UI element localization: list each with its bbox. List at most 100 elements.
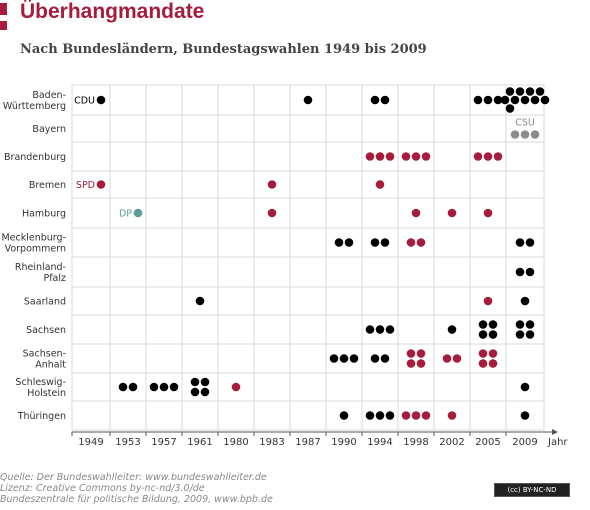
y-tick-label: Bayern xyxy=(32,124,66,135)
y-tick-label: Pfalz xyxy=(43,273,66,284)
mandate-dot xyxy=(510,130,520,139)
mandate-dot xyxy=(344,238,354,247)
y-tick-label: Baden- xyxy=(32,90,66,101)
mandate-dot xyxy=(190,377,200,387)
mandate-dot xyxy=(447,411,457,420)
mandate-dot xyxy=(118,382,128,392)
mandate-dot xyxy=(515,330,525,339)
mandate-dot xyxy=(500,95,510,105)
mandate-dot xyxy=(488,359,498,368)
mandate-dot xyxy=(452,354,462,363)
mandate-dot xyxy=(128,382,138,392)
mandate-dot xyxy=(406,349,416,358)
mandate-dot xyxy=(385,152,395,161)
x-tick-label: 1983 xyxy=(259,437,284,448)
mandate-dot xyxy=(535,87,545,96)
mandate-dot xyxy=(411,411,421,420)
mandate-dot xyxy=(96,180,106,189)
party-label: SPD xyxy=(76,180,95,191)
mandate-dot xyxy=(406,359,416,368)
source-line: Quelle: Der Bundeswahlleiter: www.bundes… xyxy=(0,472,267,483)
cc-license-badge: (cc) BY-NC-ND xyxy=(494,483,570,497)
mandate-dot xyxy=(411,152,421,161)
mandate-dot xyxy=(370,238,380,247)
mandate-dot xyxy=(493,95,503,105)
x-tick-label: 2009 xyxy=(512,437,537,448)
mandate-dot xyxy=(416,359,426,368)
mandate-dot xyxy=(375,152,385,161)
mandate-dot xyxy=(339,354,349,363)
subtitle-accent-bar xyxy=(0,21,7,30)
mandate-dot xyxy=(520,296,530,306)
mandate-dot xyxy=(515,238,525,247)
mandate-dot xyxy=(447,325,457,334)
mandate-dot xyxy=(515,87,525,96)
x-tick-label: 1953 xyxy=(115,437,140,448)
y-tick-label: Württemberg xyxy=(3,101,66,112)
mandate-dot xyxy=(133,208,143,218)
mandate-dot xyxy=(530,95,540,105)
mandate-dot xyxy=(380,238,390,247)
mandate-dot xyxy=(149,382,159,392)
mandate-dot xyxy=(478,349,488,358)
x-tick-label: 2002 xyxy=(439,437,464,448)
mandate-dot xyxy=(169,382,179,392)
mandate-dot xyxy=(370,95,380,105)
y-tick-label: Schleswig- xyxy=(15,377,66,388)
mandate-dot xyxy=(505,87,515,96)
mandate-dot xyxy=(473,152,483,161)
y-tick-label: Anhalt xyxy=(35,360,66,371)
mandate-dot xyxy=(515,320,525,329)
mandate-dot xyxy=(520,95,530,105)
mandate-dot xyxy=(190,387,200,397)
mandate-dot xyxy=(525,267,535,277)
mandate-dot xyxy=(488,330,498,339)
mandate-dot xyxy=(493,152,503,161)
x-tick-label: 1949 xyxy=(78,437,103,448)
mandate-dot xyxy=(380,354,390,363)
chart-subtitle: Nach Bundesländern, Bundestagswahlen 194… xyxy=(20,42,427,57)
mandate-dot xyxy=(447,208,457,218)
mandate-dot xyxy=(483,152,493,161)
mandate-dot xyxy=(159,382,169,392)
x-tick-label: 1998 xyxy=(403,437,428,448)
mandate-dot xyxy=(339,411,349,420)
mandate-dot xyxy=(406,238,416,247)
mandate-dot xyxy=(401,411,411,420)
mandate-dot xyxy=(488,349,498,358)
chart-title: Überhangmandate xyxy=(20,0,205,23)
party-label: CDU xyxy=(74,96,95,107)
mandate-dot xyxy=(416,349,426,358)
mandate-dot xyxy=(267,208,277,218)
x-tick-label: 1987 xyxy=(295,437,320,448)
mandate-dot xyxy=(231,382,241,392)
mandate-dot xyxy=(525,330,535,339)
mandate-dot xyxy=(380,95,390,105)
mandate-dot xyxy=(385,411,395,420)
x-axis-title: Jahr xyxy=(547,437,568,448)
y-tick-label: Sachsen- xyxy=(23,349,66,360)
mandate-dot xyxy=(525,320,535,329)
mandate-dot xyxy=(520,382,530,392)
x-tick-label: 2005 xyxy=(475,437,500,448)
mandate-dot xyxy=(478,330,488,339)
mandate-dot xyxy=(96,95,106,105)
x-axis-arrow xyxy=(552,429,558,435)
source-footer: Quelle: Der Bundeswahlleiter: www.bundes… xyxy=(0,472,273,505)
mandate-dot xyxy=(520,130,530,139)
mandate-dot xyxy=(303,95,313,105)
mandate-dot xyxy=(200,387,210,397)
y-tick-label: Thüringen xyxy=(17,411,66,422)
mandate-dot xyxy=(520,411,530,420)
license-line: Lizenz: Creative Commons by-nc-nd/3.0/de xyxy=(0,483,205,494)
mandate-dot xyxy=(510,95,520,105)
mandate-dot xyxy=(483,95,493,105)
mandate-dot xyxy=(375,325,385,334)
y-tick-label: Mecklenburg- xyxy=(1,233,66,244)
mandate-dot xyxy=(505,104,515,113)
mandate-dot xyxy=(421,411,431,420)
mandate-dot xyxy=(515,267,525,277)
mandate-dot xyxy=(365,152,375,161)
mandate-dot xyxy=(401,152,411,161)
mandate-dot xyxy=(375,411,385,420)
